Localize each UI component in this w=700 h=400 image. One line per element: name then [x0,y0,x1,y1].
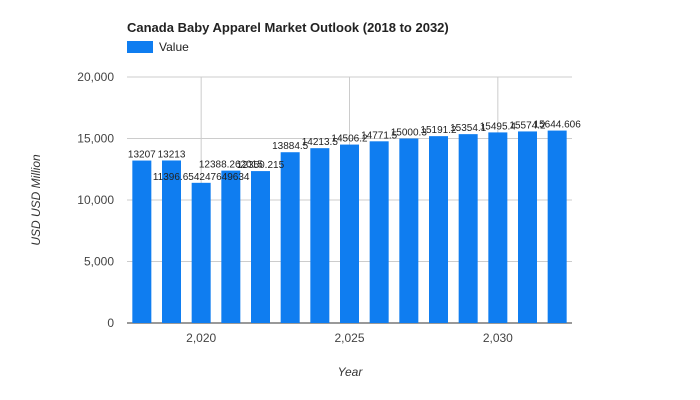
data-label: 15354.1 [450,123,487,134]
legend: Value [127,40,189,54]
data-label: 12388.262015 [199,160,263,171]
data-label: 14506.2 [331,134,368,145]
x-tick-label: 2,025 [334,331,364,345]
bar [518,131,537,323]
y-tick-label: 0 [107,316,114,330]
data-label: 14213.5 [302,137,339,148]
y-axis-title: USD USD Million [29,154,43,246]
bar [340,144,359,323]
y-axis-ticks: 0 5,000 10,000 15,000 20,000 [77,70,114,330]
data-label: 15191.2 [420,125,457,136]
legend-label: Value [159,40,189,54]
x-axis-title: Year [338,365,364,379]
x-tick-label: 2,020 [186,331,216,345]
data-label: 15644.606 [534,120,582,131]
bar [547,130,567,323]
bars [132,130,567,323]
chart-title: Canada Baby Apparel Market Outlook (2018… [127,20,449,35]
data-label: 11396.654247649634 [153,172,250,183]
data-label: 15495.4 [480,121,517,132]
bar [221,170,241,323]
bar [191,182,211,323]
data-label: 13207 [128,150,156,161]
data-label: 15574.2 [509,120,546,131]
data-label: 15000.3 [391,127,428,138]
x-axis-ticks: 2,020 2,025 2,030 [186,331,513,345]
y-tick-label: 5,000 [84,255,114,269]
data-label: 12350.215 [237,160,285,171]
y-tick-label: 20,000 [77,70,114,84]
data-label: 13213 [158,149,186,160]
y-tick-label: 10,000 [77,193,114,207]
x-tick-label: 2,030 [483,331,513,345]
data-label: 14771.5 [361,130,398,141]
bar [488,132,508,323]
legend-swatch [127,41,153,53]
data-label: 13884.5 [272,141,309,152]
bar [132,160,152,323]
y-tick-label: 15,000 [77,132,114,146]
bar [310,148,330,323]
bar [280,152,300,323]
bar [251,171,270,323]
data-labels: 13207 13213 11396.65424764963412388.262015… [128,120,581,183]
bar [429,136,448,323]
bar [458,134,478,323]
bar [399,138,419,323]
bar [162,160,181,323]
bar [369,141,389,323]
